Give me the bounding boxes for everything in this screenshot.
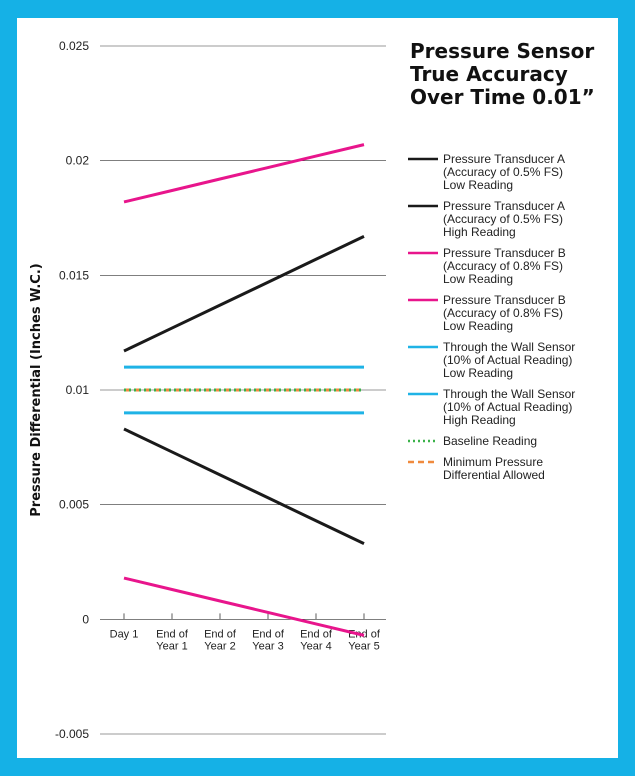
legend-item: Through the Wall Sensor (10% of Actual R… [408,341,628,380]
legend-swatch [408,200,438,212]
y-tick-label: 0 [82,612,89,626]
series-line-4 [123,576,365,637]
legend-item: Baseline Reading [408,435,628,448]
legend-item: Minimum Pressure Differential Allowed [408,456,628,482]
series-line-2 [123,234,365,353]
legend-label: Baseline Reading [443,434,538,448]
legend-swatch [408,435,438,447]
legend-swatch [408,388,438,400]
legend-label: Pressure Transducer A (Accuracy of 0.5% … [443,152,566,192]
legend-label: Pressure Transducer B (Accuracy of 0.8% … [443,246,566,286]
x-tick-label: End of Year 2 [204,628,237,652]
legend-swatch [408,294,438,306]
chart-title: Pressure Sensor True Accuracy Over Time … [410,39,595,109]
legend-label: Pressure Transducer B (Accuracy of 0.8% … [443,293,566,333]
y-tick-label: 0.01 [66,383,90,397]
legend-item: Through the Wall Sensor (10% of Actual R… [408,388,628,427]
legend-swatch [408,456,438,468]
chart-panel [17,18,618,758]
y-tick-label: 0.025 [59,39,89,53]
legend-label: Pressure Transducer A (Accuracy of 0.5% … [443,199,566,239]
legend-label: Through the Wall Sensor (10% of Actual R… [443,387,576,427]
chart-legend: Pressure Transducer A (Accuracy of 0.5% … [408,153,628,490]
x-tick-label: End of Year 5 [348,628,381,652]
x-tick-label: Day 1 [110,628,139,640]
legend-swatch [408,341,438,353]
series-line-1 [123,427,365,546]
y-tick-label: 0.02 [66,154,90,168]
y-tick-label: -0.005 [55,727,89,741]
x-tick-label: End of Year 1 [156,628,189,652]
x-tick-label: End of Year 3 [252,628,285,652]
y-tick-label: 0.005 [59,498,89,512]
x-tick-label: End of Year 4 [300,628,333,652]
legend-label: Minimum Pressure Differential Allowed [443,455,545,482]
legend-item: Pressure Transducer B (Accuracy of 0.8% … [408,294,628,333]
legend-label: Through the Wall Sensor (10% of Actual R… [443,340,576,380]
legend-item: Pressure Transducer B (Accuracy of 0.8% … [408,247,628,286]
y-axis-label: Pressure Differential (Inches W.C.) [29,263,44,516]
legend-swatch [408,247,438,259]
y-tick-label: 0.015 [59,268,89,282]
legend-swatch [408,153,438,165]
series-line-3 [123,143,365,204]
legend-item: Pressure Transducer A (Accuracy of 0.5% … [408,200,628,239]
legend-item: Pressure Transducer A (Accuracy of 0.5% … [408,153,628,192]
